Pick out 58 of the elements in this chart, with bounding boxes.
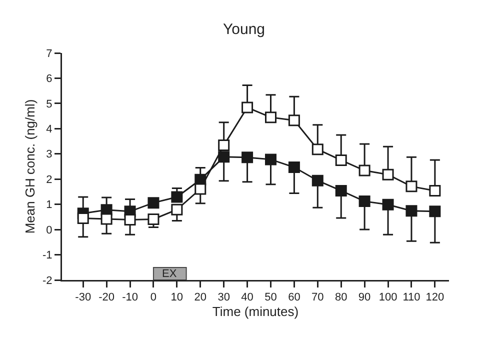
point: [288, 114, 300, 126]
point: [171, 204, 183, 216]
point: [429, 184, 441, 196]
chart-title: Young: [223, 21, 265, 38]
x-tick-label: -10: [122, 292, 138, 304]
y-tick-label: 1: [46, 199, 52, 212]
point: [100, 213, 112, 225]
point: [382, 168, 394, 180]
point: [429, 206, 441, 218]
point: [218, 140, 230, 152]
point: [148, 213, 160, 225]
x-tick-label: 120: [426, 292, 444, 304]
point: [77, 212, 89, 224]
y-axis-title: Mean GH conc. (ng/ml): [22, 99, 38, 234]
point: [242, 102, 254, 114]
x-tick-label: 100: [378, 292, 398, 304]
band-label: EX: [162, 268, 178, 280]
y-tick-label: -2: [42, 274, 52, 287]
x-tick-label: 60: [288, 292, 300, 304]
x-axis-title: Time (minutes): [212, 304, 299, 320]
y-tick-label: 7: [46, 48, 52, 60]
x-tick-label: -20: [98, 292, 115, 304]
x-tick-label: 20: [194, 292, 207, 304]
x-tick-label: 90: [358, 292, 371, 304]
x-tick-label: 40: [241, 292, 254, 304]
point: [312, 174, 324, 186]
point: [358, 196, 370, 208]
y-tick-label: 3: [46, 148, 52, 161]
point: [382, 198, 394, 210]
point: [265, 154, 276, 166]
point: [335, 154, 347, 166]
y-tick-label: 2: [46, 174, 52, 186]
x-tick-label: 0: [150, 292, 157, 304]
point: [218, 151, 230, 163]
x-tick-label: 70: [312, 292, 324, 304]
point: [171, 191, 183, 203]
point: [406, 180, 418, 192]
x-tick-label: 50: [264, 292, 277, 304]
x-tick-label: 80: [334, 292, 348, 304]
y-tick-label: 6: [46, 73, 52, 86]
y-tick-label: 5: [46, 98, 52, 110]
x-tick-label: 30: [218, 292, 230, 304]
point: [242, 152, 254, 164]
point: [335, 184, 347, 196]
x-tick-label: 110: [402, 292, 420, 304]
x-tick-label: 10: [170, 292, 184, 304]
y-tick-label: 0: [46, 224, 52, 236]
point: [194, 183, 206, 195]
point: [312, 144, 324, 156]
x-tick-label: -30: [75, 292, 92, 304]
point: [124, 214, 136, 226]
point: [265, 112, 276, 124]
point: [358, 164, 370, 176]
point: [288, 162, 300, 174]
point: [148, 197, 160, 209]
y-tick-label: -1: [42, 250, 52, 262]
point: [406, 205, 418, 217]
y-tick-label: 4: [46, 124, 52, 136]
